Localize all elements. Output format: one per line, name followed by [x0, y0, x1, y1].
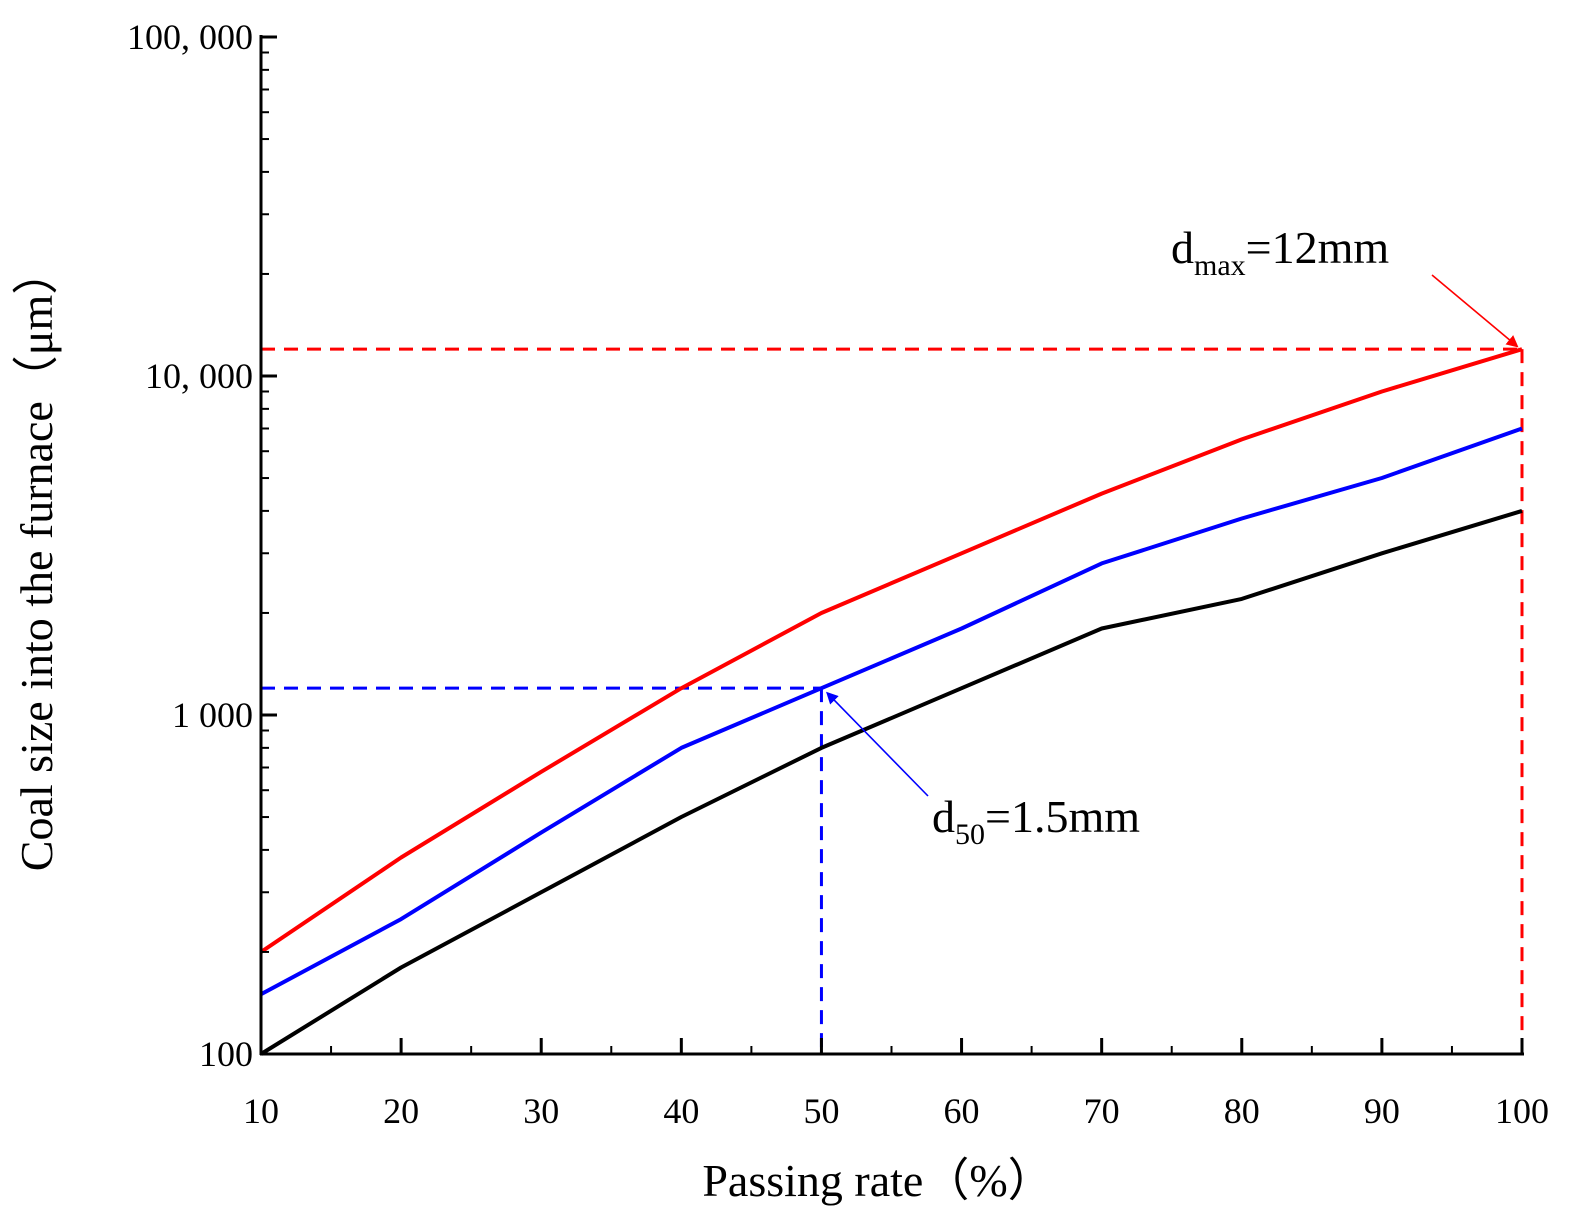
- dmax-arrow: [1431, 274, 1519, 348]
- y-tick-label: 100, 000: [127, 17, 253, 57]
- y-tick-label: 10, 000: [145, 356, 253, 396]
- dmax-label: dmax=12mm: [1171, 222, 1389, 282]
- series-line-red: [259, 347, 1523, 954]
- dmax-label-sub: max: [1194, 249, 1246, 282]
- x-tick-label: 60: [944, 1091, 980, 1131]
- dmax-label-main: d: [1171, 222, 1194, 273]
- x-tick-label: 10: [243, 1091, 279, 1131]
- x-tick-label: 70: [1084, 1091, 1120, 1131]
- x-ticks: 10 20 30 40 50 60 70 80 90 100: [243, 1038, 1549, 1131]
- x-tick-label: 80: [1224, 1091, 1260, 1131]
- x-axis-title: Passing rate（%）: [702, 1155, 1053, 1206]
- y-tick-label: 100: [199, 1034, 253, 1074]
- x-tick-label: 100: [1495, 1091, 1549, 1131]
- x-tick-label: 30: [523, 1091, 559, 1131]
- reference-lines: [261, 347, 1524, 1054]
- series-layer: [259, 347, 1523, 1056]
- d50-label-sub: 50: [955, 818, 985, 851]
- x-tick-label: 50: [803, 1091, 839, 1131]
- y-axis-title: Coal size into the furnace（μm）: [11, 249, 62, 871]
- series-line-blue: [260, 426, 1523, 997]
- x-tick-label: 20: [383, 1091, 419, 1131]
- d50-label-value: =1.5mm: [985, 791, 1140, 842]
- d50-label-main: d: [932, 791, 955, 842]
- d50-label: d50=1.5mm: [932, 791, 1140, 851]
- dmax-label-value: =12mm: [1246, 222, 1390, 273]
- d50-arrow: [826, 691, 929, 797]
- y-ticks: 100 1 000 10, 000 100, 000: [127, 17, 277, 1074]
- x-tick-label: 90: [1364, 1091, 1400, 1131]
- x-tick-label: 40: [663, 1091, 699, 1131]
- series-line-black: [259, 508, 1523, 1056]
- y-tick-label: 1 000: [172, 695, 253, 735]
